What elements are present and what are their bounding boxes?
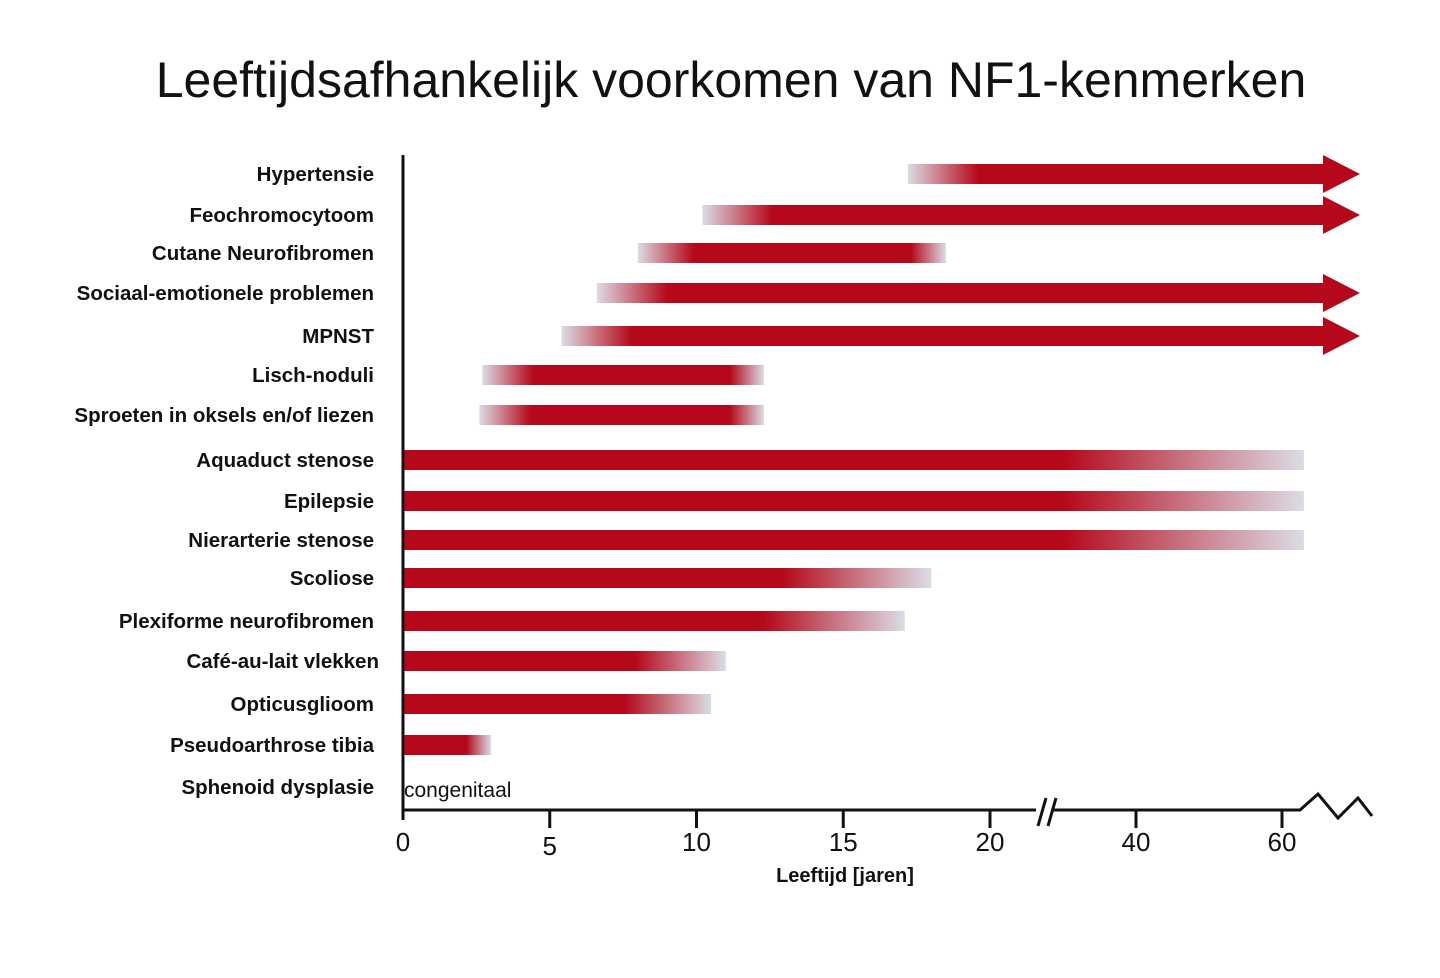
arrow-head	[1323, 196, 1360, 234]
arrow-head	[1323, 317, 1360, 355]
arrow-head	[1323, 155, 1360, 193]
range-bar	[403, 651, 726, 671]
x-axis-label: Leeftijd [jaren]	[776, 865, 914, 887]
tick-label: 5	[543, 831, 557, 861]
range-bar	[637, 243, 946, 263]
tick-label: 20	[976, 827, 1005, 857]
category-label: Lisch-noduli	[252, 364, 374, 387]
axis-break-mark	[1036, 797, 1048, 827]
category-label: Nierarterie stenose	[188, 529, 374, 552]
range-bar	[403, 611, 905, 631]
x-ticks: 0 5 10 15 20 40 60	[396, 810, 1297, 861]
range-bar	[479, 405, 765, 425]
tick-label: 60	[1268, 827, 1297, 857]
range-bar	[596, 283, 1324, 303]
range-bar	[403, 568, 932, 588]
category-label: Scoliose	[290, 567, 374, 590]
category-labels: Hypertensie Feochromocytoom Cutane Neurofi…	[74, 163, 379, 799]
range-bar	[702, 205, 1324, 225]
tick-label: 40	[1122, 827, 1151, 857]
range-bar	[403, 530, 1304, 550]
category-label: Cutane Neurofibromen	[152, 242, 374, 265]
range-bar	[561, 326, 1324, 346]
congenital-note: congenitaal	[404, 779, 511, 802]
category-label: Opticusglioom	[231, 693, 375, 716]
bars-group: congenitaal	[403, 155, 1360, 802]
category-label: Plexiforme neurofibromen	[119, 610, 374, 633]
category-label: Epilepsie	[284, 490, 374, 513]
range-bar	[403, 491, 1304, 511]
category-label: Sproeten in oksels en/of liezen	[74, 404, 374, 427]
range-bar	[403, 450, 1304, 470]
range-bar	[403, 735, 492, 755]
tick-label: 10	[682, 827, 711, 857]
tick-label: 15	[829, 827, 858, 857]
category-label: Sphenoid dysplasie	[181, 776, 374, 799]
range-bar	[482, 365, 765, 385]
range-bar	[907, 164, 1324, 184]
chart-title: Leeftijdsafhankelijk voorkomen van NF1-k…	[156, 52, 1307, 108]
tick-label: 0	[396, 827, 410, 857]
x-axis-line-2	[1052, 791, 1374, 821]
category-label: Aquaduct stenose	[196, 449, 374, 472]
x-axis	[401, 155, 1374, 827]
category-label: Hypertensie	[257, 163, 374, 186]
category-label: Sociaal-emotionele problemen	[77, 282, 374, 305]
category-label: MPNST	[302, 325, 374, 348]
axis-break-mark	[1046, 797, 1058, 827]
category-label: Feochromocytoom	[189, 204, 374, 227]
arrow-head	[1323, 274, 1360, 312]
range-bar	[403, 694, 712, 714]
category-label: Pseudoarthrose tibia	[170, 734, 375, 757]
category-label: Café-au-lait vlekken	[186, 650, 379, 673]
